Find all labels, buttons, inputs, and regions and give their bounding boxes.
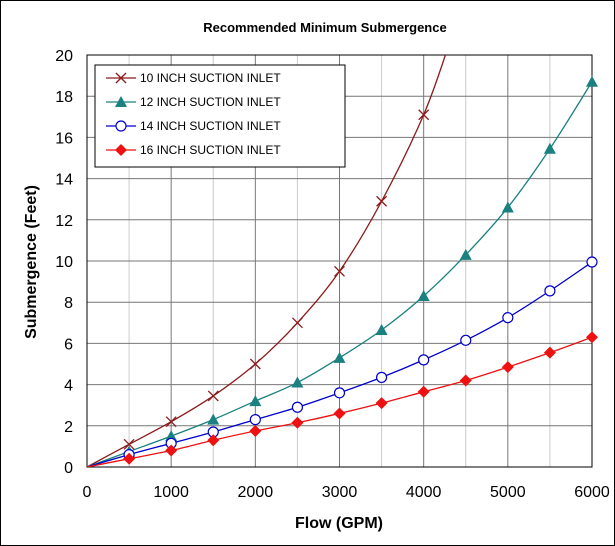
data-point — [291, 416, 304, 429]
y-tick-label: 0 — [64, 460, 73, 477]
legend-item: 10 INCH SUCTION INLET — [106, 71, 281, 85]
data-point — [291, 401, 304, 413]
data-point — [460, 334, 472, 346]
y-tick-label: 8 — [64, 295, 73, 312]
data-point — [333, 407, 346, 420]
x-tick-label: 3000 — [322, 484, 358, 501]
data-point — [459, 248, 472, 260]
y-tick-label: 14 — [55, 172, 73, 189]
y-tick-label: 10 — [55, 254, 73, 271]
data-point — [333, 351, 346, 363]
y-tick-label: 20 — [55, 48, 73, 65]
x-tick-label: 0 — [83, 484, 92, 501]
series-14-inch-suction-inlet — [87, 256, 598, 467]
data-point — [502, 312, 514, 324]
data-point — [586, 256, 598, 268]
data-point — [418, 354, 430, 366]
x-tick-label: 1000 — [153, 484, 189, 501]
data-point — [417, 290, 430, 302]
series-line — [87, 55, 447, 467]
data-point — [501, 361, 514, 374]
legend-item: 14 INCH SUCTION INLET — [106, 119, 281, 133]
y-tick-label: 16 — [55, 130, 73, 147]
series-12-inch-suction-inlet — [87, 75, 598, 467]
series-10-inch-suction-inlet — [87, 55, 447, 467]
data-point — [165, 430, 178, 442]
legend-item: 12 INCH SUCTION INLET — [106, 95, 281, 109]
y-axis-title: Submergence (Feet) — [23, 185, 40, 339]
data-point — [459, 374, 472, 387]
series-16-inch-suction-inlet — [87, 331, 598, 467]
x-tick-label: 4000 — [406, 484, 442, 501]
x-tick-label: 6000 — [574, 484, 610, 501]
legend: 10 INCH SUCTION INLET 12 INCH SUCTION INL… — [94, 64, 346, 168]
legend-label: 14 INCH SUCTION INLET — [140, 119, 281, 133]
y-tick-label: 2 — [64, 419, 73, 436]
legend-label: 16 INCH SUCTION INLET — [140, 143, 281, 157]
data-point — [375, 324, 388, 336]
data-point — [543, 346, 556, 359]
legend-marker — [115, 144, 127, 156]
data-point — [544, 285, 556, 297]
data-point — [375, 397, 388, 410]
series-layer — [87, 55, 598, 467]
y-tick-label: 12 — [55, 213, 73, 230]
data-point — [207, 434, 220, 447]
legend-label: 12 INCH SUCTION INLET — [140, 95, 281, 109]
x-axis-ticks: 0 1000 2000 3000 4000 5000 6000 — [83, 484, 610, 501]
data-point — [165, 444, 178, 457]
data-point — [249, 395, 262, 407]
x-tick-label: 5000 — [490, 484, 526, 501]
y-tick-label: 18 — [55, 89, 73, 106]
data-point — [543, 142, 556, 154]
legend-marker — [115, 120, 127, 132]
legend-item: 16 INCH SUCTION INLET — [106, 143, 281, 157]
x-axis-title: Flow (GPM) — [295, 515, 383, 532]
data-point — [165, 416, 177, 428]
y-axis-ticks: 0 2 4 6 8 10 12 14 16 18 20 — [55, 48, 73, 477]
y-tick-label: 6 — [64, 336, 73, 353]
data-point — [123, 452, 136, 465]
data-point — [249, 424, 262, 437]
data-point — [123, 438, 135, 450]
legend-marker — [115, 96, 127, 107]
data-point — [376, 195, 388, 207]
data-point — [291, 376, 304, 388]
data-point — [375, 371, 388, 383]
data-point — [501, 201, 514, 213]
chart-title: Recommended Minimum Submergence — [203, 20, 446, 35]
data-point — [334, 265, 345, 277]
y-tick-label: 4 — [64, 378, 73, 395]
x-tick-label: 2000 — [238, 484, 274, 501]
data-point — [207, 413, 220, 425]
legend-box — [94, 64, 346, 168]
data-point — [586, 331, 598, 344]
data-point — [249, 414, 261, 426]
data-point — [291, 317, 303, 329]
data-point — [207, 390, 219, 402]
legend-marker — [115, 72, 127, 84]
data-point — [333, 387, 346, 399]
legend-label: 10 INCH SUCTION INLET — [140, 71, 281, 85]
data-point — [418, 109, 430, 121]
data-point — [586, 75, 598, 87]
data-point — [249, 358, 261, 370]
data-point — [417, 385, 430, 398]
